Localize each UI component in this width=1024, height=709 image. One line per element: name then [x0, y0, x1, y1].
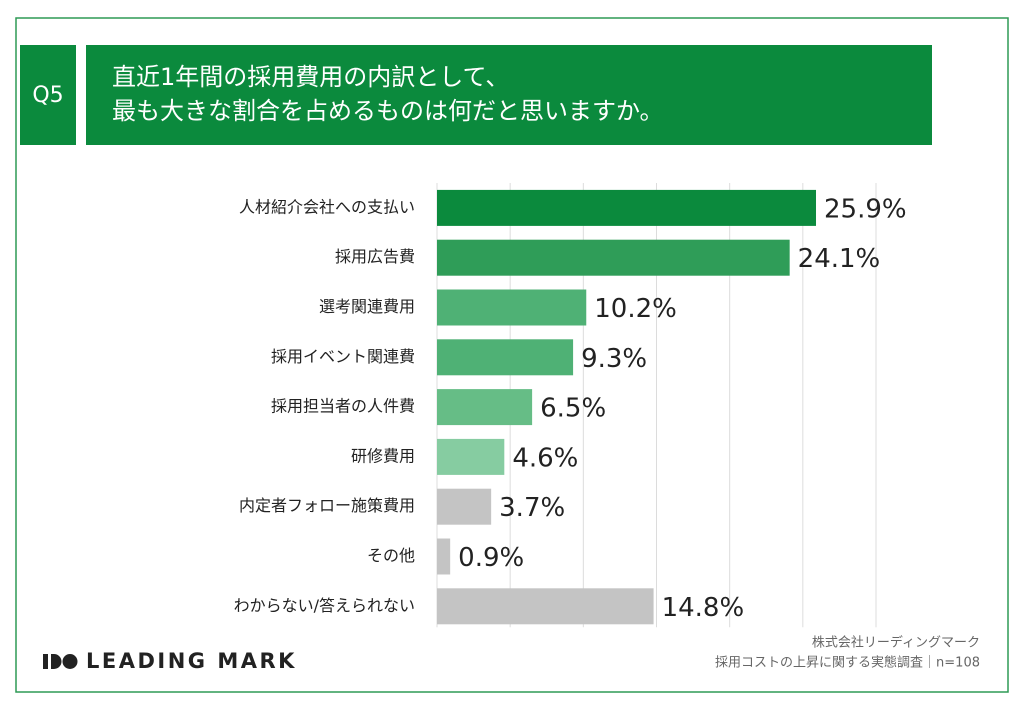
y-tick-label: 人材紹介会社への支払い: [239, 197, 415, 216]
value-label: 4.6%: [512, 443, 578, 473]
title-box: [86, 45, 932, 145]
bar: [437, 588, 654, 625]
bar: [437, 239, 790, 276]
bar: [437, 438, 505, 475]
title-line: 最も大きな割合を占めるものは何だと思いますか。: [112, 97, 664, 125]
y-tick-label: 研修費用: [351, 446, 415, 465]
y-tick-label: 採用担当者の人件費: [271, 397, 415, 416]
logo-icon: [51, 654, 62, 669]
value-label: 6.5%: [540, 394, 606, 424]
value-label: 3.7%: [499, 493, 565, 523]
value-label: 24.1%: [798, 244, 881, 274]
source: 株式会社リーディングマーク: [812, 635, 980, 651]
y-tick-label: 選考関連費用: [319, 297, 415, 316]
y-tick-label: 採用広告費: [335, 247, 415, 266]
badge: Q5: [32, 83, 63, 108]
title-line: 直近1年間の採用費用の内訳として、: [112, 63, 509, 91]
logo-icon: [43, 654, 48, 669]
value-label: 10.2%: [594, 294, 677, 324]
logo-icon: [62, 654, 78, 669]
value-label: 9.3%: [581, 344, 647, 374]
logo: [43, 654, 78, 669]
logo-text: LEADING MARK: [86, 649, 297, 673]
y-tick-label: わからない/答えられない: [234, 596, 415, 615]
bar: [437, 488, 492, 525]
bar: [437, 389, 533, 426]
y-tick-label: 採用イベント関連費: [271, 347, 415, 366]
y-tick-label: その他: [367, 546, 415, 565]
value-label: 14.8%: [662, 593, 745, 623]
bar: [437, 189, 817, 226]
bar: [437, 339, 574, 376]
bar: [437, 289, 587, 326]
value-label: 25.9%: [824, 194, 907, 224]
y-tick-label: 内定者フォロー施策費用: [239, 496, 415, 515]
badge-box: [20, 45, 76, 145]
bar: [437, 538, 451, 575]
source: 採用コストの上昇に関する実態調査｜n=108: [715, 655, 980, 671]
value-label: 0.9%: [458, 543, 524, 573]
